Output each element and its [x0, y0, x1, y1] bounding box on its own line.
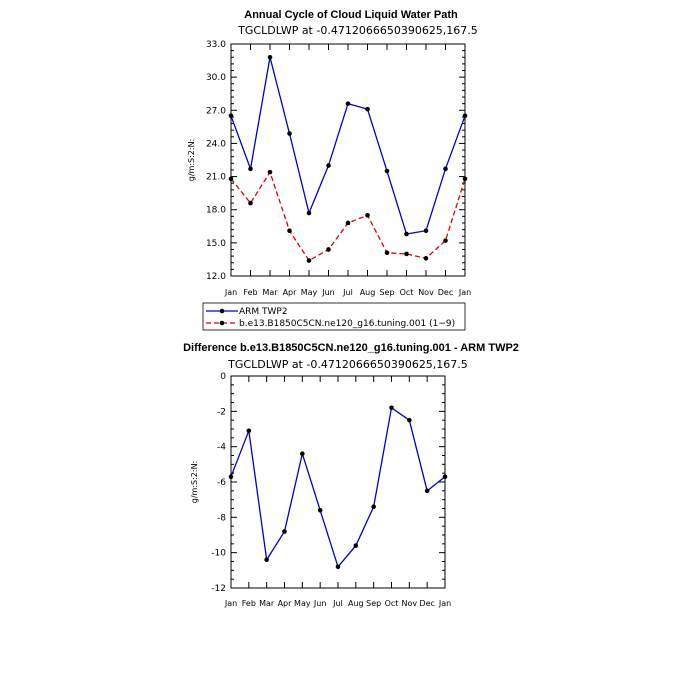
data-point — [326, 163, 331, 168]
series-line — [230, 57, 466, 235]
chart-panel-top: Annual Cycle of Cloud Liquid Water Path T… — [187, 9, 478, 331]
legend-label: b.e13.B1850C5CN.ne120_g16.tuning.001 (1−… — [239, 319, 455, 329]
x-tick-label: Sep — [366, 599, 381, 608]
data-point — [267, 169, 273, 175]
y-tick-label: 0 — [220, 372, 226, 382]
data-point — [306, 210, 312, 216]
x-tick-label: Sep — [379, 288, 394, 297]
x-tick-label: Aug — [360, 288, 376, 297]
x-tick-label: Nov — [418, 288, 434, 297]
series-line — [230, 406, 446, 569]
x-tick-label: May — [294, 599, 311, 608]
data-point — [335, 564, 341, 570]
data-point — [287, 228, 292, 234]
data-point — [365, 212, 370, 218]
y-tick-label: -6 — [217, 478, 226, 488]
y-tick-label: 12.0 — [206, 272, 226, 282]
data-point — [300, 451, 305, 457]
data-point — [371, 504, 376, 510]
x-tick-label: Oct — [400, 288, 414, 297]
data-point — [404, 231, 409, 237]
x-tick-label: May — [301, 288, 318, 297]
y-tick-label: -2 — [217, 407, 226, 417]
data-point — [287, 131, 292, 136]
x-tick-label: Jan — [224, 288, 237, 297]
y-tick-label: 21.0 — [206, 173, 226, 183]
x-tick-label: Mar — [259, 599, 275, 608]
data-point — [443, 238, 448, 243]
x-tick-label: Jan — [224, 599, 237, 608]
chart-title: Difference b.e13.B1850C5CN.ne120_g16.tun… — [183, 342, 519, 354]
data-point — [462, 113, 468, 119]
data-point — [353, 543, 359, 548]
data-point — [326, 247, 331, 252]
y-tick-label: -10 — [211, 549, 226, 559]
y-tick-label: 24.0 — [206, 139, 226, 149]
data-point — [246, 428, 252, 434]
data-point — [443, 166, 448, 172]
data-point — [384, 168, 390, 174]
data-point — [345, 220, 351, 226]
chart-subtitle: TGCLDLWP at -0.4712066650390625,167.5 — [237, 24, 478, 37]
data-point — [384, 250, 390, 256]
legend-marker — [219, 320, 225, 326]
x-tick-label: Jan — [438, 599, 451, 608]
chart-title: Annual Cycle of Cloud Liquid Water Path — [244, 9, 458, 21]
y-tick-label: 33.0 — [206, 40, 226, 50]
x-tick-label: Jul — [342, 288, 353, 297]
y-axis-label: g/m:S:2:N: — [190, 461, 199, 504]
plot-frame — [230, 375, 446, 589]
y-tick-label: 15.0 — [206, 239, 226, 249]
data-point — [267, 54, 273, 60]
data-point — [228, 113, 234, 119]
x-tick-label: Feb — [242, 599, 256, 608]
x-tick-label: Feb — [243, 288, 257, 297]
data-point — [365, 106, 370, 112]
legend-box — [202, 302, 466, 331]
data-point — [442, 474, 448, 480]
y-tick-label: 27.0 — [206, 106, 226, 116]
y-tick-label: -12 — [211, 584, 226, 594]
data-point — [423, 228, 429, 234]
data-point — [264, 557, 269, 563]
y-tick-label: -4 — [217, 443, 226, 453]
data-point — [462, 176, 468, 182]
x-tick-label: Jul — [332, 599, 343, 608]
data-point — [423, 256, 429, 261]
data-point — [345, 101, 351, 106]
x-tick-label: Mar — [262, 288, 278, 297]
legend-marker — [219, 308, 225, 314]
chart-subtitle: TGCLDLWP at -0.4712066650390625,167.5 — [227, 358, 468, 371]
data-point — [404, 251, 409, 257]
data-point — [248, 200, 253, 206]
data-point — [248, 166, 253, 172]
data-point — [389, 405, 394, 411]
x-tick-label: Jun — [313, 599, 327, 608]
x-tick-label: Apr — [278, 599, 293, 608]
data-point — [407, 417, 412, 423]
x-tick-label: Jan — [458, 288, 471, 297]
data-point — [317, 507, 323, 513]
x-tick-label: Apr — [283, 288, 298, 297]
y-tick-label: 18.0 — [206, 206, 226, 216]
data-point — [282, 529, 287, 534]
data-point — [228, 474, 234, 480]
x-tick-label: Aug — [348, 599, 364, 608]
x-tick-label: Dec — [419, 599, 434, 608]
x-tick-label: Jun — [321, 288, 335, 297]
x-tick-label: Nov — [402, 599, 418, 608]
data-point — [424, 488, 430, 494]
data-point — [306, 258, 312, 263]
x-tick-label: Oct — [385, 599, 399, 608]
y-tick-label: -8 — [217, 513, 226, 523]
chart-panel-bottom: Difference b.e13.B1850C5CN.ne120_g16.tun… — [183, 342, 519, 608]
y-axis-label: g/m:S:2:N: — [187, 139, 196, 182]
y-tick-label: 30.0 — [206, 73, 226, 83]
data-point — [228, 176, 234, 182]
legend-label: ARM TWP2 — [239, 307, 288, 317]
x-tick-label: Dec — [438, 288, 453, 297]
